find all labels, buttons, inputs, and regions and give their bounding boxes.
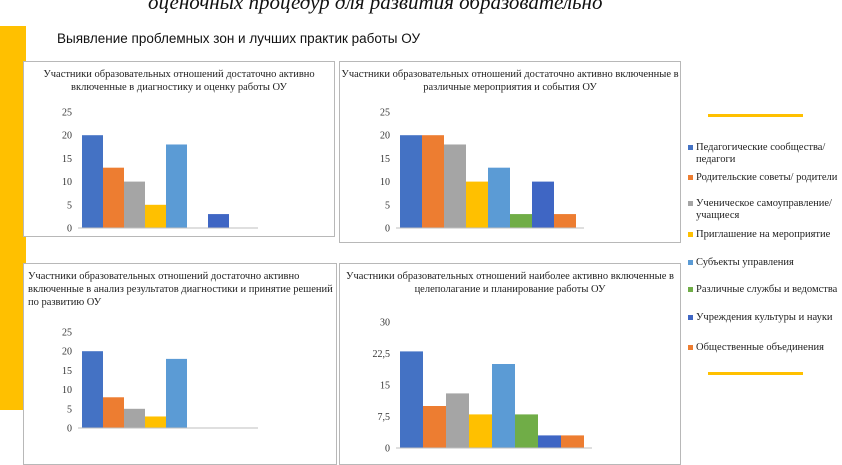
bar (208, 214, 229, 228)
y-tick-label: 20 (62, 347, 72, 358)
y-tick-label: 30 (380, 318, 390, 329)
bar (145, 204, 166, 228)
y-tick-label: 10 (62, 177, 72, 188)
legend-label: Педагогические сообщества/ педагоги (696, 142, 826, 165)
chart-title: Участники образовательных отношений дост… (341, 69, 679, 93)
legend-label: Приглашение на мероприятие (696, 229, 831, 240)
bar (166, 358, 187, 428)
y-tick-label: 0 (67, 424, 72, 435)
bar-chart-3: 25 20 15 10 5 0 (62, 328, 258, 435)
y-tick-label: 10 (62, 385, 72, 396)
legend-divider-top (708, 114, 803, 117)
chart-panel-3: Участники образовательных отношений дост… (23, 263, 337, 465)
bar (145, 416, 166, 428)
bar (466, 181, 488, 228)
y-tick-label: 5 (67, 200, 72, 211)
accent-bar (0, 26, 26, 410)
bar (82, 135, 103, 228)
y-tick-label: 0 (67, 224, 72, 235)
legend-swatch (688, 260, 693, 265)
bar-chart-1: 25 20 15 10 5 0 (62, 108, 258, 235)
legend-divider-bottom (708, 372, 803, 375)
bar (446, 393, 469, 448)
chart-panel-2: Участники образовательных отношений дост… (339, 61, 681, 243)
bar (124, 408, 145, 428)
chart-panel-1: Участники образовательных отношений дост… (23, 61, 335, 237)
bar (400, 351, 423, 448)
bar (492, 364, 515, 448)
chart-title: Участники образовательных отношений наиб… (346, 271, 674, 295)
bar (538, 435, 561, 448)
bar (510, 214, 532, 228)
legend-label: Родительские советы/ родители (696, 172, 838, 183)
bar (488, 167, 510, 228)
bar (554, 214, 576, 228)
bar (444, 144, 466, 228)
bar (124, 181, 145, 228)
bar (532, 181, 554, 228)
chart-panel-4: Участники образовательных отношений наиб… (339, 263, 681, 465)
legend-swatch (688, 232, 693, 237)
legend-swatch (688, 287, 693, 292)
y-tick-label: 22,5 (373, 349, 391, 360)
bar (82, 351, 103, 428)
bar (469, 414, 492, 448)
bar (103, 397, 124, 428)
y-tick-label: 15 (380, 154, 390, 165)
bar (515, 414, 538, 448)
y-tick-label: 25 (62, 328, 72, 339)
y-tick-label: 5 (385, 200, 390, 211)
chart-title: Участники образовательных отношений дост… (28, 271, 333, 308)
bar-chart-4: 30 22,5 15 7,5 0 (373, 318, 592, 455)
legend-swatch (688, 201, 693, 206)
y-tick-label: 0 (385, 224, 390, 235)
legend-swatch (688, 175, 693, 180)
legend-swatch (688, 145, 693, 150)
legend-label: Субъекты управления (696, 257, 794, 268)
bar-chart-2: 25 20 15 10 5 0 (380, 108, 584, 235)
y-tick-label: 25 (380, 108, 390, 119)
legend-label: Ученическое самоуправление/ учащиеся (696, 198, 832, 221)
y-tick-label: 20 (62, 131, 72, 142)
y-tick-label: 15 (380, 381, 390, 392)
y-tick-label: 5 (67, 404, 72, 415)
legend-label: Общественные объединения (696, 342, 824, 353)
y-tick-label: 20 (380, 131, 390, 142)
y-tick-label: 7,5 (378, 412, 391, 423)
y-tick-label: 0 (385, 444, 390, 455)
top-caption: оценочных процедур для развития образова… (148, 0, 603, 14)
bar (400, 135, 422, 228)
bar (422, 135, 444, 228)
bar (423, 406, 446, 448)
y-tick-label: 15 (62, 154, 72, 165)
bar (166, 144, 187, 228)
legend-label: Различные службы и ведомства (696, 284, 838, 295)
bar (103, 167, 124, 228)
y-tick-label: 25 (62, 108, 72, 119)
legend-swatch (688, 315, 693, 320)
y-tick-label: 15 (62, 366, 72, 377)
legend-swatch (688, 345, 693, 350)
slide-title: Выявление проблемных зон и лучших практи… (57, 31, 421, 46)
legend-label: Учреждения культуры и науки (696, 312, 833, 323)
chart-title: Участники образовательных отношений дост… (43, 69, 315, 93)
bar (561, 435, 584, 448)
y-tick-label: 10 (380, 177, 390, 188)
